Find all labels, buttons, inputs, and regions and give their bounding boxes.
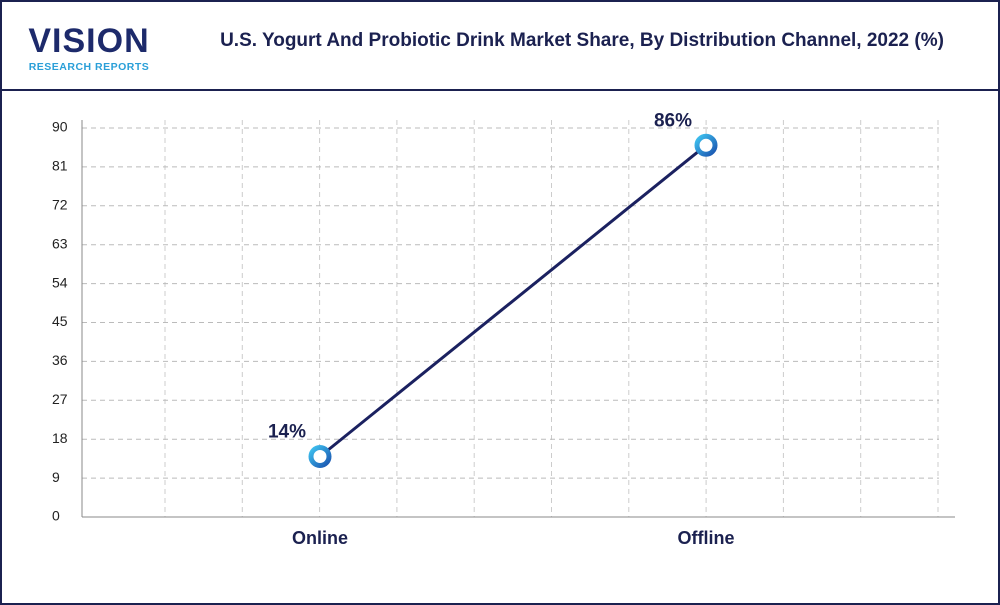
y-tick-label: 45	[52, 313, 68, 329]
line	[319, 144, 707, 458]
y-tick-label: 9	[52, 469, 60, 485]
y-tick-label: 72	[52, 197, 68, 213]
point	[694, 133, 718, 157]
logo-name: VISION	[28, 22, 150, 60]
y-tick-label: 63	[52, 235, 68, 251]
y-tick-label: 27	[52, 391, 68, 407]
logo: VISION RESEARCH REPORTS	[24, 24, 154, 73]
x-tick-label: Offline	[678, 528, 735, 548]
data-label: 86%	[654, 110, 692, 131]
logo-tagline: RESEARCH REPORTS	[28, 61, 150, 73]
y-tick-label: 36	[52, 352, 68, 368]
header-rule	[2, 89, 998, 91]
data-label: 14%	[268, 422, 306, 443]
y-tick-label: 54	[52, 274, 68, 290]
point	[308, 444, 332, 468]
y-tick-label: 0	[52, 508, 60, 524]
chart-title: U.S. Yogurt And Probiotic Drink Market S…	[220, 30, 944, 51]
y-tick-label: 18	[52, 430, 68, 446]
x-tick-label: Online	[292, 528, 348, 548]
y-tick-label: 90	[52, 119, 68, 135]
y-tick-label: 81	[52, 158, 68, 174]
